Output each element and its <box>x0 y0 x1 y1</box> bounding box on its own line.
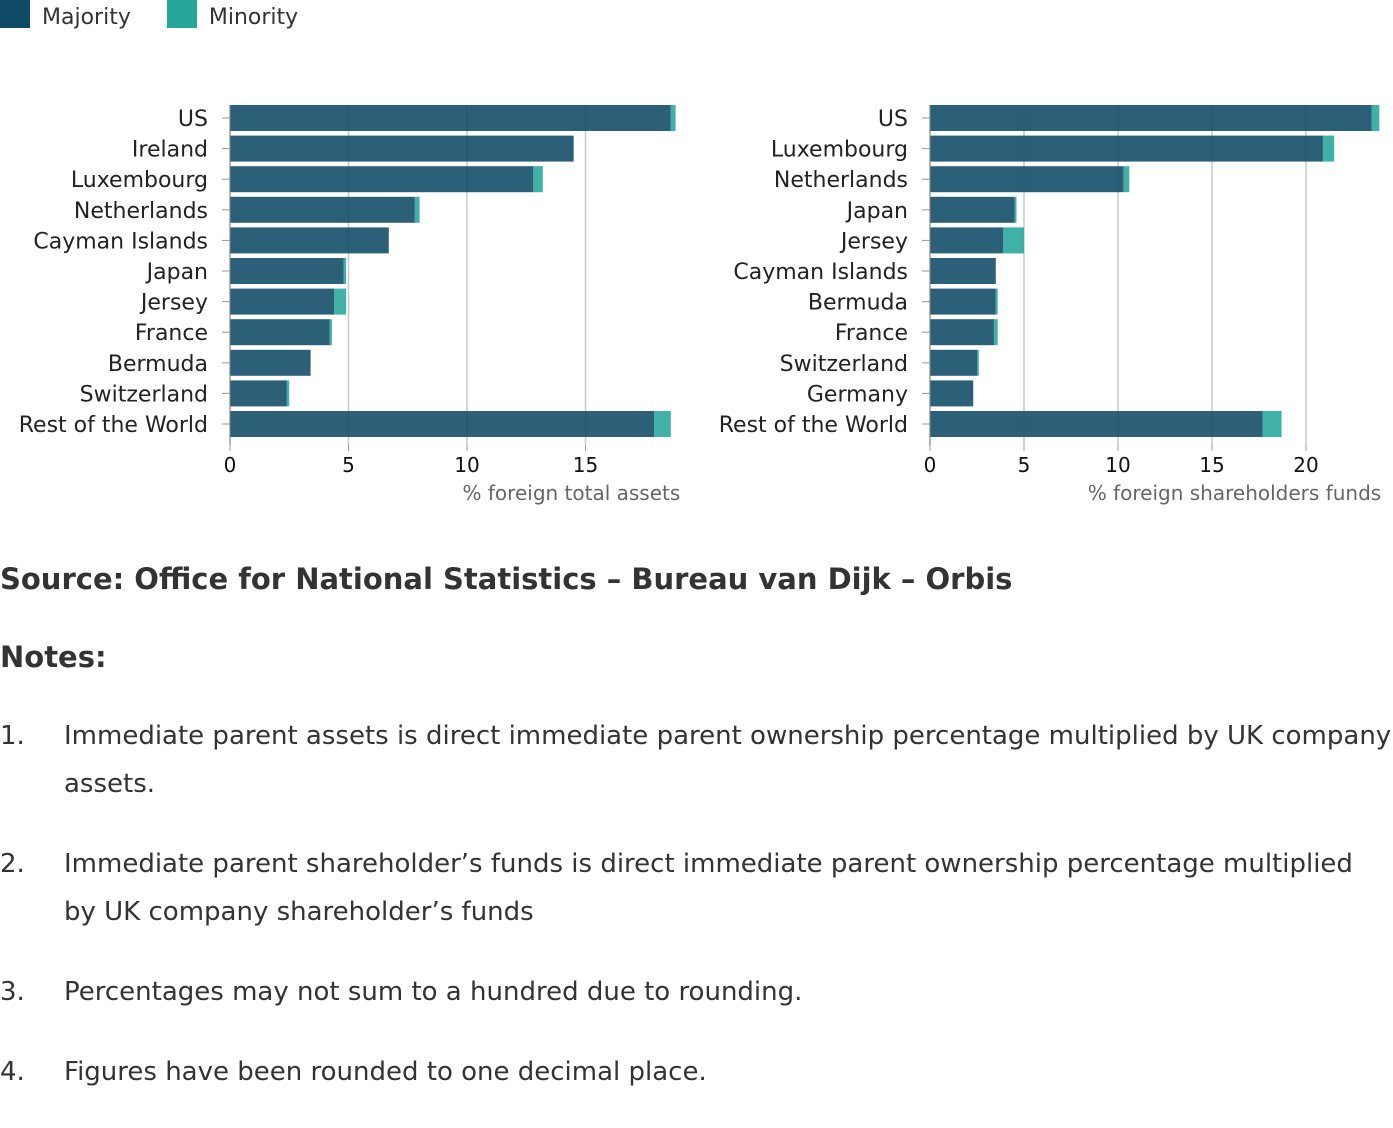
bar-majority <box>930 411 1263 437</box>
x-tick-label: 10 <box>454 453 479 477</box>
category-label: US <box>878 107 908 132</box>
legend-label-majority: Majority <box>42 4 131 30</box>
category-label: Jersey <box>839 229 908 254</box>
category-label: Luxembourg <box>771 138 908 163</box>
x-tick-label: 5 <box>1018 453 1031 477</box>
bar-majority <box>930 135 1323 162</box>
bar-minority <box>977 349 979 376</box>
note-item: 3. Percentages may not sum to a hundred d… <box>0 968 1393 1016</box>
bar-minority <box>993 319 998 346</box>
category-label: Cayman Islands <box>733 260 908 285</box>
bar-majority <box>930 196 1015 223</box>
legend-item-minority: Minority <box>166 0 299 30</box>
bar-minority <box>1003 227 1024 254</box>
category-label: Japan <box>845 199 908 224</box>
category-label: Rest of the World <box>719 413 908 438</box>
x-tick-label: 5 <box>342 453 355 477</box>
x-axis-title: % foreign shareholders funds <box>1088 481 1381 505</box>
bar-majority <box>230 135 574 162</box>
bar-majority <box>230 196 415 223</box>
notes-heading: Notes: <box>0 640 107 674</box>
category-label: Bermuda <box>108 352 208 377</box>
bar-minority <box>329 319 332 346</box>
category-label: Luxembourg <box>71 168 208 193</box>
bar-majority <box>230 227 389 254</box>
x-axis-title: % foreign total assets <box>463 481 681 505</box>
bar-minority <box>670 105 676 131</box>
bar-majority <box>930 166 1124 193</box>
bar-minority <box>533 166 543 193</box>
x-tick-label: 15 <box>573 453 598 477</box>
bar-minority <box>1123 166 1130 193</box>
category-label: Netherlands <box>74 199 208 224</box>
bar-minority <box>286 380 290 407</box>
legend-swatch-minority <box>166 0 197 28</box>
bar-majority <box>930 349 977 376</box>
note-number: 4. <box>0 1057 25 1087</box>
category-label: Jersey <box>139 291 208 316</box>
x-tick-label: 0 <box>924 453 937 477</box>
bar-charts: 0 5 10 15 US Ireland Luxembourg Netherlands Caym… <box>19 105 1381 505</box>
category-label: Netherlands <box>774 168 908 193</box>
legend-item-majority: Majority <box>0 0 131 30</box>
bar-minority <box>1262 411 1282 437</box>
note-item: 4. Figures have been rounded to one decim… <box>0 1048 1393 1096</box>
bar-majority <box>230 411 655 437</box>
notes-list: 1. Immediate parent assets is direct imme… <box>0 712 1393 1128</box>
bar-majority <box>930 105 1372 131</box>
bar-minority <box>334 288 347 315</box>
bar-minority <box>1371 105 1380 131</box>
category-label: Japan <box>145 260 208 285</box>
note-text: Immediate parent shareholder’s funds is … <box>64 849 1353 927</box>
note-number: 3. <box>0 977 25 1007</box>
chart-legend: Majority Minority <box>0 0 334 34</box>
bar-majority <box>930 288 996 315</box>
x-tick-label: 10 <box>1105 453 1130 477</box>
bar-majority <box>930 319 994 346</box>
bar-majority <box>230 349 311 376</box>
bar-majority <box>230 166 534 193</box>
bar-minority <box>1322 135 1335 162</box>
category-label: Bermuda <box>808 291 908 316</box>
bar-majority <box>230 380 287 407</box>
note-text: Immediate parent assets is direct immedi… <box>64 721 1392 799</box>
category-label: Ireland <box>132 138 208 163</box>
bar-majority <box>930 380 974 407</box>
x-tick-label: 15 <box>1199 453 1224 477</box>
x-tick-label: 20 <box>1293 453 1318 477</box>
bar-minority <box>414 196 420 223</box>
note-text: Percentages may not sum to a hundred due… <box>64 977 803 1007</box>
note-item: 2. Immediate parent shareholder’s funds i… <box>0 840 1393 936</box>
category-label: Switzerland <box>80 382 208 407</box>
bar-minority <box>995 288 998 315</box>
bar-majority <box>230 258 344 284</box>
source-note: Source: Office for National Statistics –… <box>0 562 1013 596</box>
bar-majority <box>230 288 335 315</box>
note-text: Figures have been rounded to one decimal… <box>64 1057 707 1087</box>
category-label: Switzerland <box>780 352 908 377</box>
category-label: Germany <box>807 382 908 407</box>
bar-minority <box>654 411 671 437</box>
bar-majority <box>230 319 330 346</box>
bar-minority <box>343 258 347 284</box>
legend-label-minority: Minority <box>208 4 299 30</box>
legend-swatch-majority <box>0 0 30 28</box>
note-number: 2. <box>0 849 25 879</box>
bar-majority <box>230 105 671 131</box>
bar-majority <box>930 227 1004 254</box>
x-tick-label: 0 <box>224 453 237 477</box>
bar-majority <box>930 258 996 284</box>
category-label: France <box>135 321 208 346</box>
note-item: 1. Immediate parent assets is direct imme… <box>0 712 1393 808</box>
category-label: Cayman Islands <box>33 229 208 254</box>
category-label: Rest of the World <box>19 413 208 438</box>
bar-minority <box>1014 196 1017 223</box>
category-label: France <box>835 321 908 346</box>
note-number: 1. <box>0 721 25 751</box>
category-label: US <box>178 107 208 132</box>
